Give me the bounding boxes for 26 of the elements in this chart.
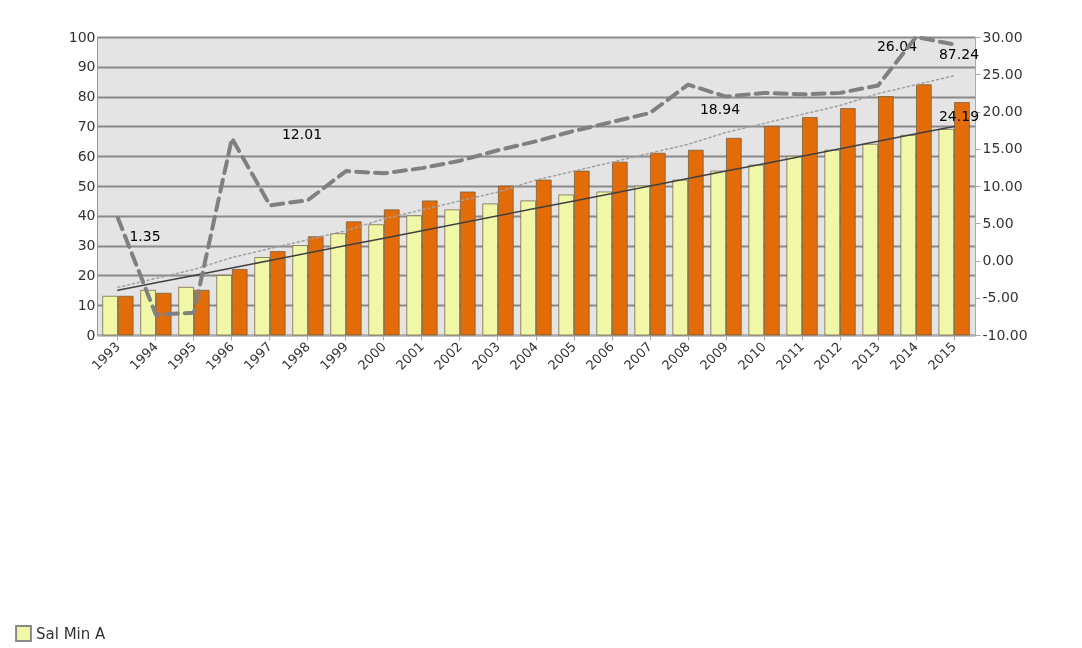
y-tick-label: 90 xyxy=(77,58,96,75)
line-series xyxy=(117,125,955,292)
y-tick-label: 20 xyxy=(77,266,96,283)
y2-tick-label: -5.00 xyxy=(982,289,1019,306)
annotation: 18.94 xyxy=(699,101,741,117)
legend-label: Sal Min A xyxy=(36,624,107,643)
y-tick-label: 80 xyxy=(77,88,96,105)
y2-tick-label: 15.00 xyxy=(982,140,1023,157)
y-tick-label: 100 xyxy=(68,28,96,45)
y2-tick-label: 10.00 xyxy=(982,177,1023,194)
y-tick-label: 40 xyxy=(77,207,96,224)
annotation: 12.01 xyxy=(281,126,323,142)
y-tick-label: 70 xyxy=(77,117,96,134)
annotation: 1.35 xyxy=(129,228,161,244)
y2-tick-label: 30.00 xyxy=(982,28,1023,45)
y-tick-label: 0 xyxy=(86,326,96,343)
y2-tick-label: 25.00 xyxy=(982,65,1023,82)
y-tick-label: 30 xyxy=(77,237,96,254)
y2-tick-label: 5.00 xyxy=(982,214,1014,231)
y-tick-label: 10 xyxy=(77,296,96,313)
y2-tick-label: -10.00 xyxy=(982,326,1028,343)
y2-tick-label: 20.00 xyxy=(982,103,1023,119)
y-tick-label: 60 xyxy=(77,147,96,164)
y2-tick-label: 0.00 xyxy=(982,252,1014,268)
annotation: 87.24 xyxy=(938,46,980,62)
y-tick-label: 50 xyxy=(77,177,96,194)
